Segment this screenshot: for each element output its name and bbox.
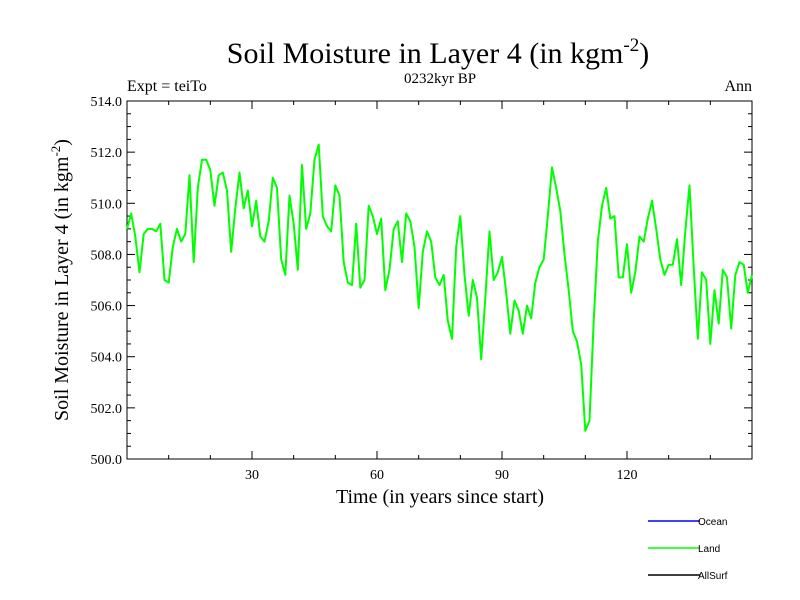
subtitle-season: Ann: [724, 78, 752, 95]
y-axis-ticks: 500.0 502.0 504.0 506.0 508.0 510.0 512.0 514.0: [91, 95, 752, 468]
y-tick-label: 500.0: [91, 453, 123, 468]
y-axis-label: Soil Moisture in Layer 4 (in kgm-2): [48, 139, 73, 421]
chart-title: Soil Moisture in Layer 4 (in kgm-2): [227, 35, 649, 70]
legend-label-allsurf: AllSurf: [698, 571, 728, 582]
subtitle-period: 0232kyr BP: [404, 71, 476, 87]
y-tick-label: 514.0: [91, 95, 123, 110]
x-axis-ticks: 30 60 90 120: [168, 101, 711, 483]
series-line-land: [126, 143, 753, 432]
y-tick-label: 504.0: [91, 351, 123, 366]
x-tick-label: 30: [245, 468, 259, 483]
y-tick-label: 506.0: [91, 300, 123, 315]
legend-label-land: Land: [698, 544, 720, 555]
x-axis-label: Time (in years since start): [336, 486, 544, 508]
legend-label-ocean: Ocean: [698, 517, 727, 528]
x-tick-label: 90: [495, 468, 509, 483]
x-tick-label: 60: [370, 468, 384, 483]
y-tick-label: 510.0: [91, 197, 123, 212]
y-tick-label: 502.0: [91, 402, 123, 417]
subtitle-experiment: Expt = teiTo: [127, 78, 207, 95]
legend: Ocean Land AllSurf: [648, 517, 728, 582]
y-tick-label: 512.0: [91, 146, 123, 161]
x-tick-label: 120: [617, 468, 638, 483]
plot-frame: [126, 100, 753, 460]
y-tick-label: 508.0: [91, 248, 123, 263]
